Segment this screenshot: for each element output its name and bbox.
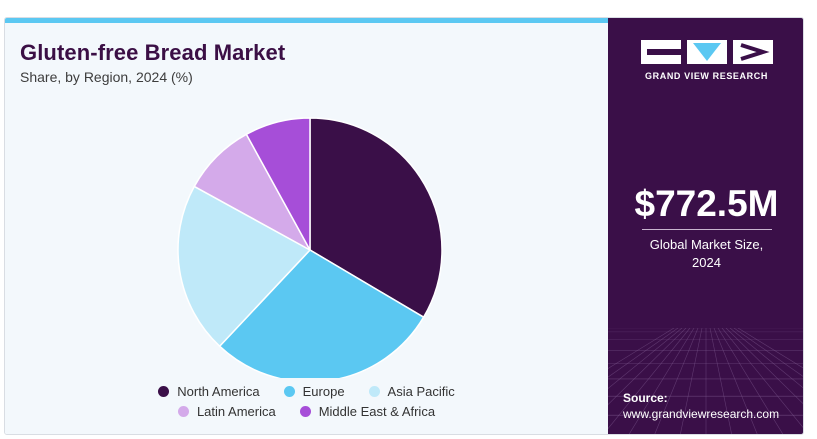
market-size-label-line2: 2024 [692,255,721,270]
legend-swatch [158,386,170,397]
market-size-label-line1: Global Market Size, [649,237,764,252]
grid-line [608,328,679,378]
infographic-card: Gluten-free Bread Market Share, by Regio… [4,17,804,435]
grid-line [725,328,803,405]
legend-swatch [177,406,189,417]
grid-line [654,328,699,434]
legend-row-1: North America Europe Asia Pacific [5,384,608,399]
chart-title: Gluten-free Bread Market [20,40,286,65]
grid-line [717,328,784,434]
grid-line [608,328,675,369]
grid-line [628,328,695,434]
legend-row-2: Latin America Middle East & Africa [5,404,608,419]
chart-subtitle: Share, by Region, 2024 (%) [20,69,193,85]
legend-label: Europe [302,384,345,399]
logo-mark-right-icon [732,40,773,64]
legend-item: Middle East & Africa [299,404,436,419]
legend-label: Asia Pacific [387,384,455,399]
legend-swatch [368,386,380,397]
legend-item: Europe [283,384,345,399]
grid-line [737,328,803,369]
brand-logo: GRAND VIEW RESEARCH [608,40,803,81]
accent-bar [5,18,608,23]
logo-mark-left-icon [640,40,681,64]
legend-item: Asia Pacific [368,384,455,399]
grid-line [709,328,732,434]
legend-swatch [299,406,311,417]
divider [642,229,772,230]
summary-panel: GRAND VIEW RESEARCH $772.5M Global Marke… [608,18,803,434]
legend-item: Latin America [177,404,276,419]
source-note: Source: www.grandviewresearch.com [623,390,779,422]
pie-chart [177,117,443,378]
grid-line [733,328,803,377]
pie-slice-north-america [309,117,443,319]
grid-line [721,328,803,428]
source-url[interactable]: www.grandviewresearch.com [623,407,780,421]
market-size-value: $772.5M [634,183,779,224]
grid-line [608,328,691,430]
grid-line [729,328,803,389]
grid-line [680,328,703,434]
source-label: Source: [623,391,668,405]
brand-name: GRAND VIEW RESEARCH [645,71,768,81]
pie-slice-europe [218,249,425,378]
legend-item: North America [158,384,260,399]
legend-label: Middle East & Africa [318,404,436,419]
pie-slice-asia-pacific [177,185,312,348]
grid-line [608,328,683,389]
grid-line [713,328,758,434]
logo-mark-triangle-icon [686,40,727,64]
market-size-label: Global Market Size, 2024 [608,236,803,272]
legend-label: Latin America [196,404,276,419]
legend-label: North America [177,384,260,399]
pie-slice-middle-east-africa [245,117,311,251]
grid-line [608,328,687,406]
chart-panel: Gluten-free Bread Market Share, by Regio… [5,18,608,434]
legend-swatch [283,386,295,397]
decorative-grid [608,328,803,434]
